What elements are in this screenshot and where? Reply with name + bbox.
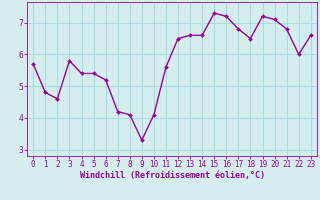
X-axis label: Windchill (Refroidissement éolien,°C): Windchill (Refroidissement éolien,°C) [79,171,265,180]
